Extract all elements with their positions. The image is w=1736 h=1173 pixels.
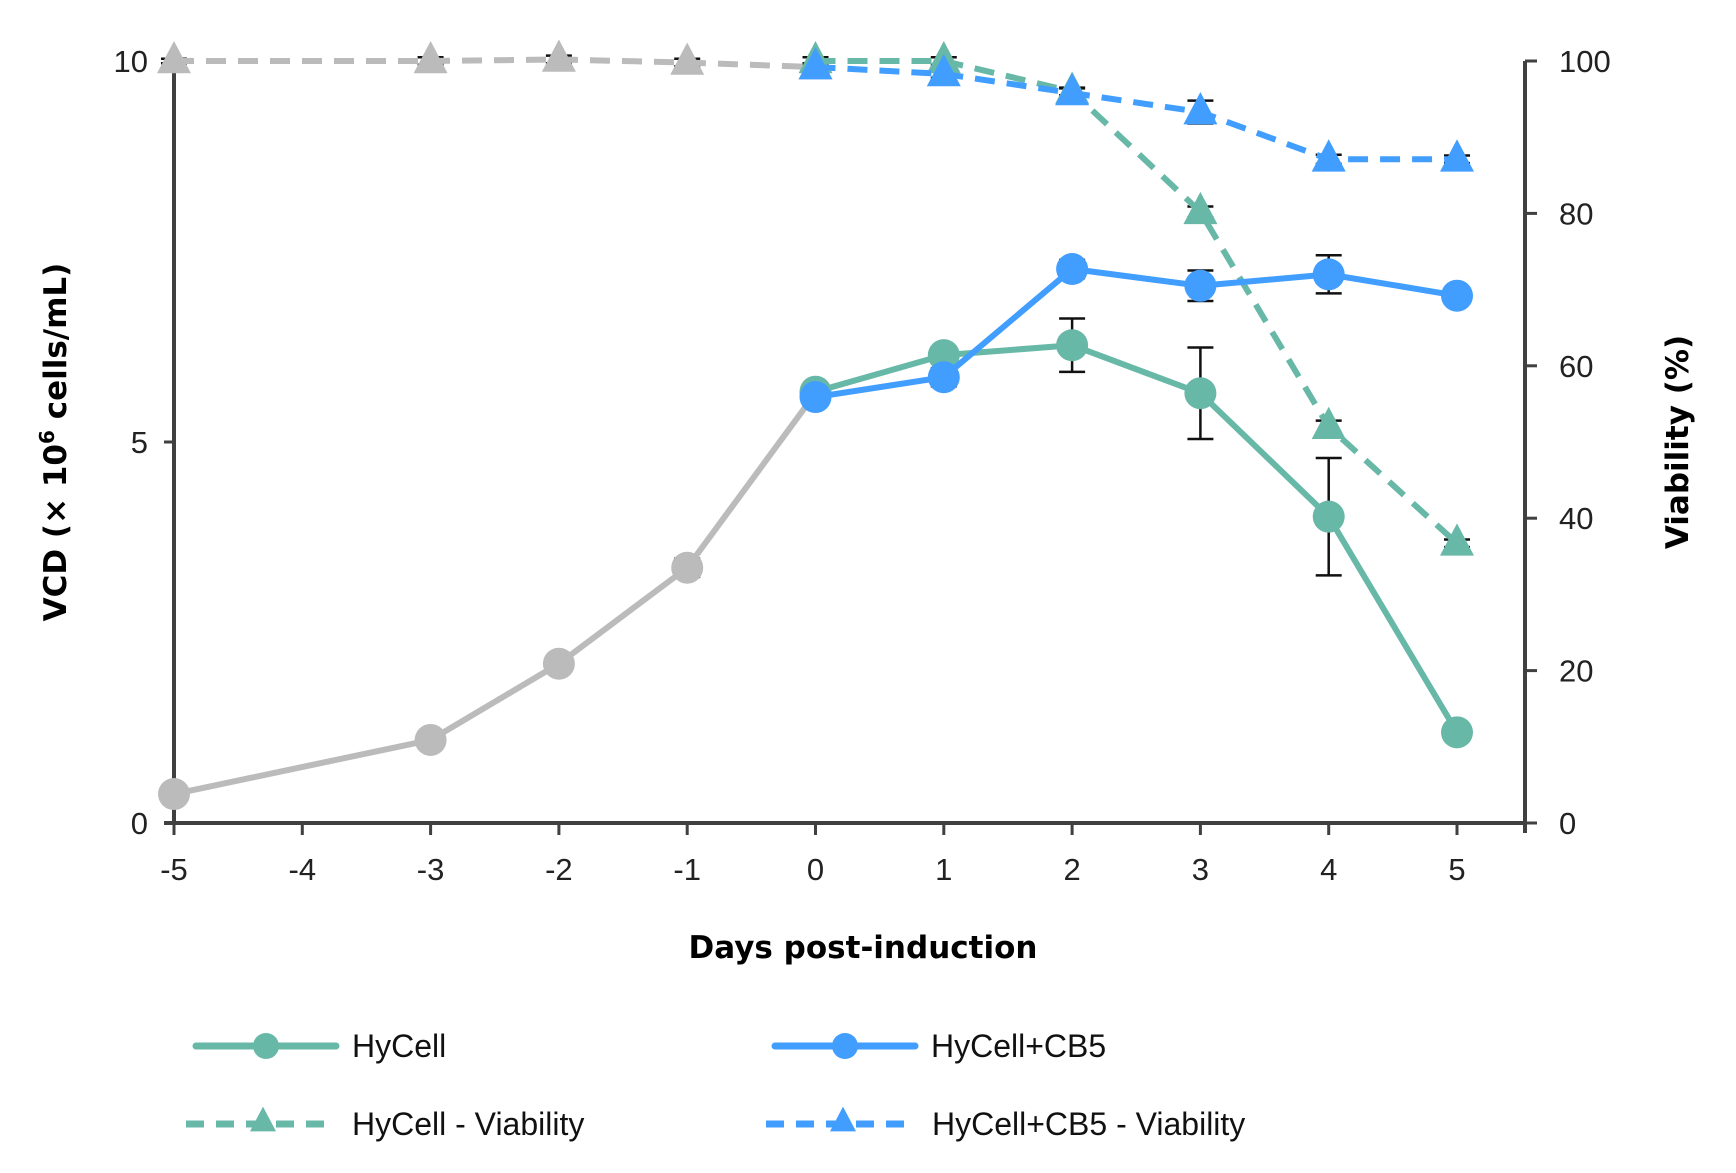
data-point-hycell-viability: [1183, 191, 1218, 225]
legend-item-hycell: HyCell: [192, 1028, 446, 1064]
data-point-pre-induction-vcd: [158, 778, 190, 811]
axes: [164, 61, 1527, 833]
series-line-hycell-cb5-viability: [815, 64, 1457, 163]
data-point-pre-induction-viability: [157, 40, 191, 74]
x-tick-label: 0: [807, 852, 824, 887]
x-tick-label: -3: [417, 852, 445, 887]
data-point-hycell: [927, 339, 960, 372]
triangle-marker-icon: [250, 1106, 276, 1132]
legend-item-hycell-viability: HyCell - Viability: [186, 1106, 584, 1142]
data-point-pre-induction-vcd: [542, 647, 575, 680]
x-tick-label: 1: [935, 852, 952, 887]
left-y-axis-title: VCD (× 106 cells/mL): [35, 263, 74, 622]
data-point-pre-induction-vcd: [414, 723, 447, 756]
left-y-axis-title-part1: VCD (× 10: [38, 444, 74, 621]
data-point-pre-induction-viability: [413, 40, 448, 74]
data-point-hycell-viability: [1440, 523, 1474, 556]
data-point-hycell: [1184, 377, 1217, 410]
data-point-hycell-cb5-viability: [1055, 72, 1090, 106]
data-point-hycell: [1312, 500, 1345, 533]
data-point-hycell: [1056, 329, 1089, 362]
legend: HyCell HyCell+CB5 HyCell - Viability HyCell…: [186, 1028, 1245, 1142]
data-point-hycell-cb5-viability: [1311, 139, 1346, 172]
right-y-tick-label: 40: [1559, 501, 1593, 536]
data-point-hycell-viability: [1311, 406, 1346, 440]
x-tick-label: 3: [1192, 852, 1209, 887]
data-point-pre-induction-vcd: [671, 551, 704, 584]
circle-marker-icon: [253, 1033, 279, 1059]
x-tick-label: 2: [1063, 852, 1080, 887]
circle-marker-icon: [832, 1033, 858, 1059]
data-point-hycell-cb5-viability: [926, 53, 961, 87]
data-point-hycell-cb5: [927, 361, 960, 394]
series-line-hycell: [814, 342, 1460, 734]
series-line-hycell-viability: [815, 58, 1460, 546]
legend-label: HyCell: [352, 1028, 446, 1064]
data-point-pre-induction-viability: [541, 39, 576, 72]
legend-label: HyCell+CB5 - Viability: [932, 1106, 1245, 1142]
data-point-hycell-cb5-viability: [1183, 92, 1218, 125]
left-y-tick-label: 10: [114, 44, 148, 79]
legend-label: HyCell - Viability: [352, 1106, 584, 1142]
right-y-tick-label: 80: [1559, 196, 1593, 231]
legend-item-hycell-cb5-viability: HyCell+CB5 - Viability: [766, 1106, 1245, 1142]
x-tick-label: 5: [1448, 852, 1465, 887]
right-y-tick-label: 0: [1559, 806, 1576, 841]
data-point-hycell-cb5: [1184, 269, 1217, 302]
series-line-hycell-cb5: [815, 266, 1458, 401]
left-y-tick-label: 5: [131, 425, 148, 460]
series-line-pre-induction-viability: [174, 56, 816, 71]
left-y-axis-title-part2: cells/mL): [38, 263, 74, 430]
error-bars: [161, 54, 1470, 800]
data-point-hycell-cb5: [799, 381, 832, 414]
x-tick-label: -1: [673, 852, 701, 887]
triangle-marker-icon: [830, 1106, 856, 1132]
x-tick-label: -4: [289, 852, 317, 887]
right-y-tick-label: 60: [1559, 349, 1593, 384]
series: [157, 39, 1474, 811]
data-point-hycell-cb5-viability: [1440, 139, 1474, 172]
x-tick-label: 4: [1320, 852, 1337, 887]
legend-label: HyCell+CB5: [931, 1028, 1106, 1064]
data-point-hycell-cb5: [1441, 279, 1473, 312]
x-tick-label: -2: [545, 852, 573, 887]
data-point-hycell-cb5: [1312, 258, 1345, 291]
data-point-hycell-cb5-viability: [798, 47, 833, 80]
x-tick-label: -5: [160, 852, 188, 887]
right-y-axis-title: Viability (%): [1660, 335, 1696, 549]
right-y-tick-label: 20: [1559, 654, 1593, 689]
legend-item-hycell-cb5: HyCell+CB5: [771, 1028, 1106, 1064]
left-y-tick-label: 0: [131, 806, 148, 841]
data-point-pre-induction-viability: [670, 42, 705, 75]
right-y-tick-label: 100: [1559, 44, 1611, 79]
data-point-hycell: [1441, 716, 1473, 749]
left-y-axis-title-superscript: 6: [35, 430, 59, 444]
series-line-pre-induction-vcd: [173, 391, 818, 797]
x-axis-title: Days post-induction: [689, 930, 1038, 966]
data-point-hycell-cb5: [1056, 253, 1089, 286]
